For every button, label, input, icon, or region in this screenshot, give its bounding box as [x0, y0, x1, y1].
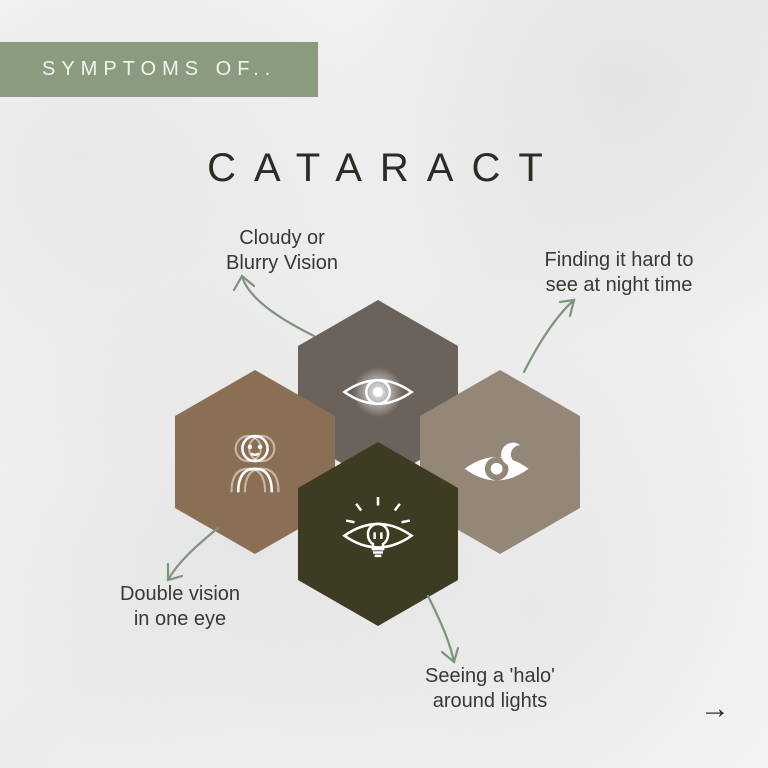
infographic-canvas: SYMPTOMS OF.. CATARACT: [0, 0, 768, 768]
banner: SYMPTOMS OF..: [0, 42, 318, 97]
eye-glow-icon: [336, 350, 420, 434]
next-arrow-icon[interactable]: →: [700, 692, 730, 726]
eye-bulb-icon: [336, 492, 420, 576]
caption-cloudy-vision: Cloudy orBlurry Vision: [182, 226, 382, 276]
page-title: CATARACT: [0, 146, 768, 191]
caption-double-vision: Double visionin one eye: [80, 582, 280, 632]
caption-night-vision: Finding it hard tosee at night time: [504, 248, 734, 298]
banner-text: SYMPTOMS OF..: [42, 58, 276, 80]
double-person-icon: [213, 420, 297, 504]
caption-halo-lights: Seeing a 'halo'around lights: [380, 664, 600, 714]
eye-moon-icon: [458, 420, 542, 504]
